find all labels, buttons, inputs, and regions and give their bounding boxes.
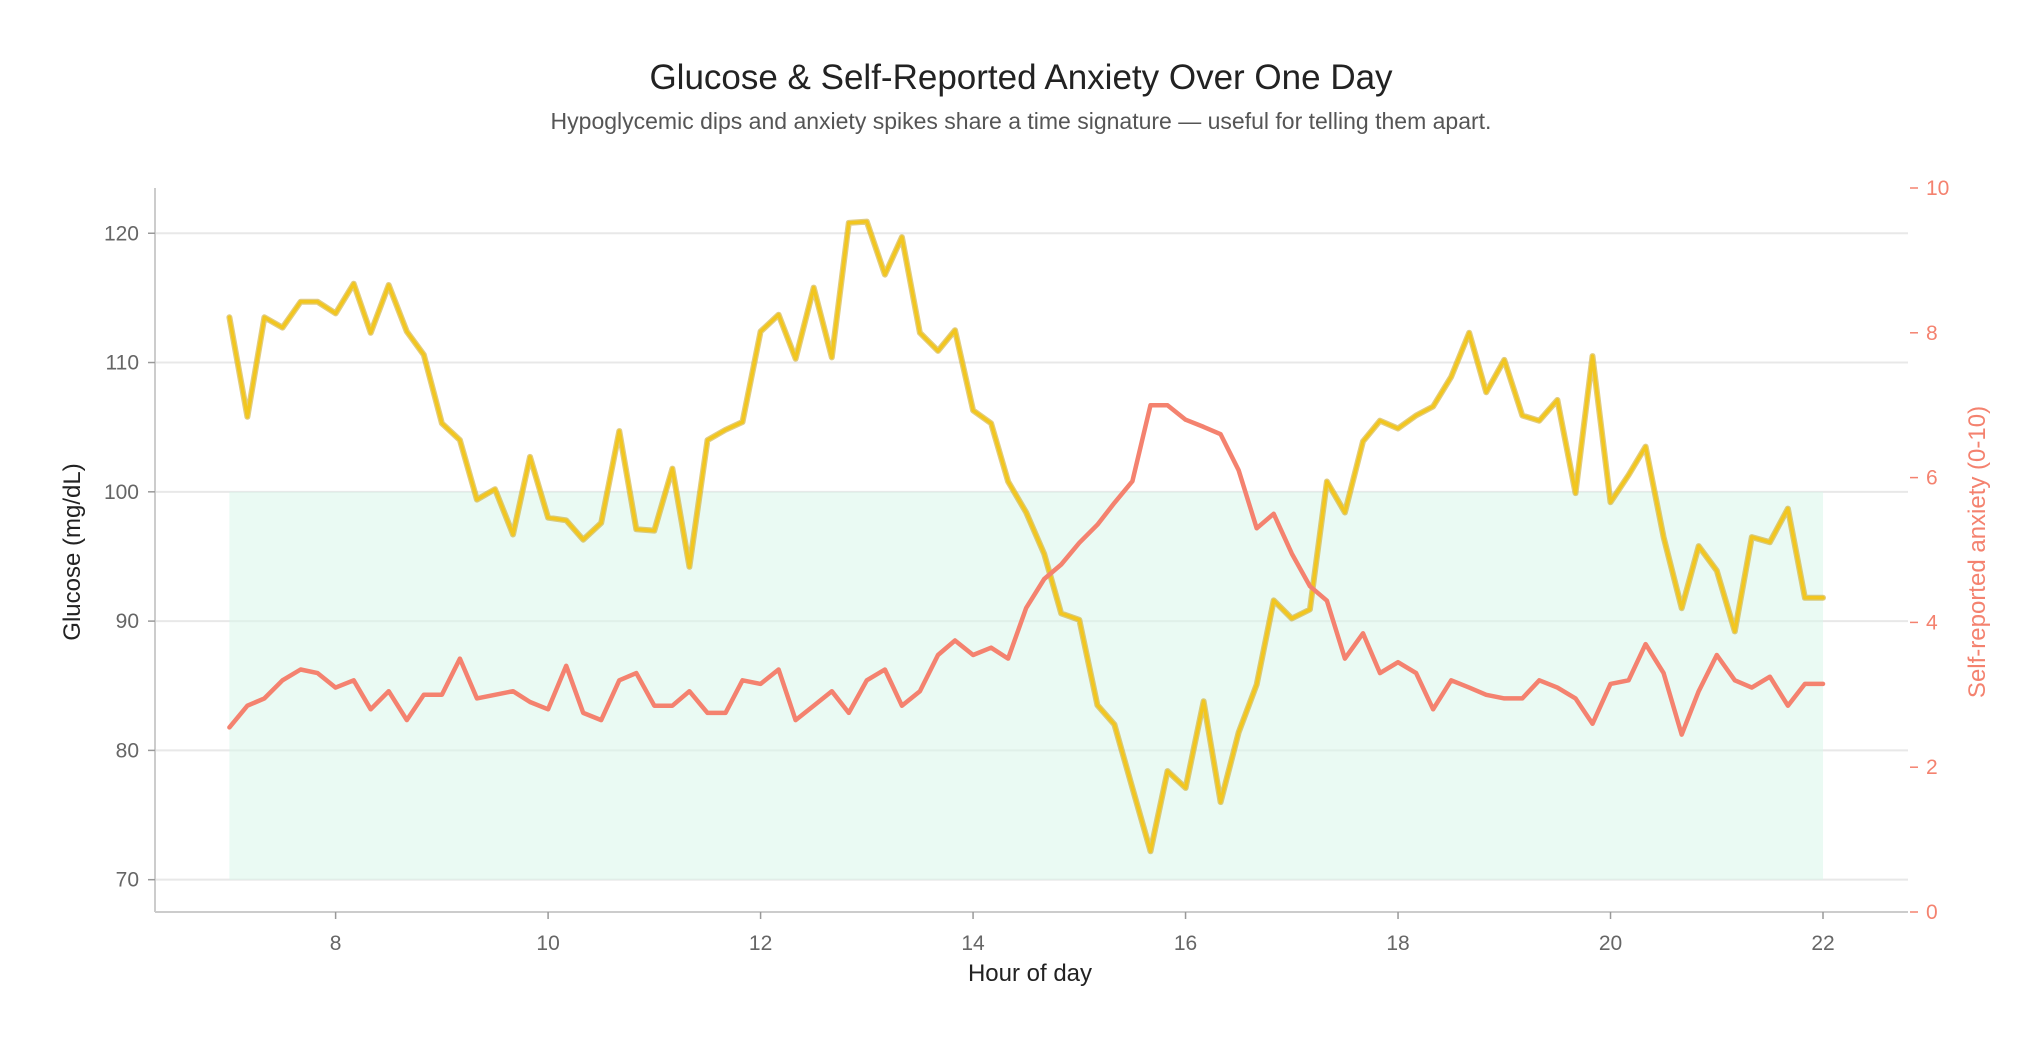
- y2-tick-label: 8: [1926, 322, 1938, 345]
- y2-axis-label: Self-reported anxiety (0-10): [1964, 406, 1991, 698]
- y-axis-label: Glucose (mg/dL): [59, 463, 86, 640]
- glucose-line: [227, 219, 1825, 853]
- x-tick-label: 14: [961, 932, 985, 955]
- target-band-rect: [229, 491, 1824, 880]
- chart-title: Glucose & Self-Reported Anxiety Over One…: [649, 58, 1393, 97]
- x-tick-label: 22: [1811, 932, 1834, 955]
- x-tick-label: 8: [330, 932, 342, 955]
- y-tick-label: 100: [104, 481, 139, 504]
- y-tick-label: 110: [106, 352, 139, 375]
- anxiety-line: [227, 402, 1826, 737]
- y2-tick-label: 2: [1926, 756, 1938, 779]
- y2-tick-label: 0: [1926, 901, 1938, 924]
- x-tick-label: 18: [1386, 932, 1409, 955]
- y-tick-label: 80: [116, 739, 139, 762]
- target-band: [229, 491, 1824, 880]
- axes: 70 80 90 100 110 120 8 10 12 14 16 18 20 22 0 2 4 6 8 10: [104, 177, 1949, 955]
- chart-subtitle: Hypoglycemic dips and anxiety spikes sha…: [551, 108, 1492, 134]
- x-tick-label: 12: [749, 932, 772, 955]
- y2-tick-label: 10: [1926, 177, 1949, 200]
- y-tick-label: 90: [116, 610, 139, 633]
- y-tick-label: 70: [116, 869, 139, 892]
- x-tick-label: 16: [1174, 932, 1197, 955]
- x-axis-label: Hour of day: [968, 960, 1092, 987]
- x-tick-label: 20: [1599, 932, 1622, 955]
- y2-tick-label: 4: [1926, 611, 1938, 634]
- series-lines: [226, 218, 1826, 855]
- x-tick-label: 10: [536, 932, 559, 955]
- y2-tick-label: 6: [1926, 467, 1938, 490]
- y-tick-label: 120: [104, 222, 139, 245]
